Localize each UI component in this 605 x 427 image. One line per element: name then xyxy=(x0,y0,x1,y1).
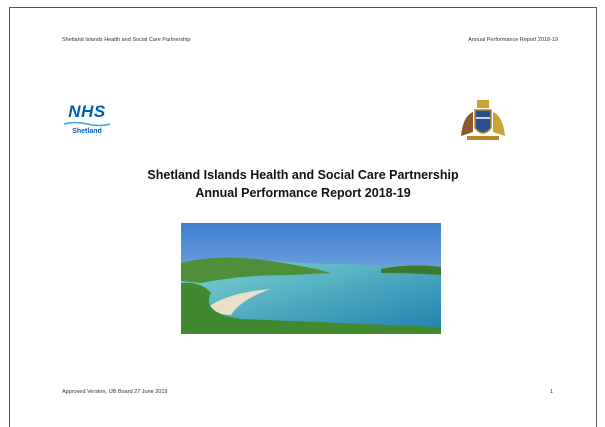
header-right: Annual Performance Report 2018-19 xyxy=(468,37,558,43)
logo-wave xyxy=(63,121,111,127)
page-number: 1 xyxy=(550,389,554,395)
landscape-photo xyxy=(181,223,441,334)
nhs-logo: NHS Shetland xyxy=(62,103,112,136)
nhs-logo-text: NHS xyxy=(68,102,106,121)
title-line: Annual Performance Report 2018-19 xyxy=(195,186,411,200)
footer-left: Approved Version, IJB Board 27 June 2019 xyxy=(62,389,168,395)
crest xyxy=(461,100,505,140)
title-line: Shetland Islands Health and Social Care … xyxy=(147,168,459,182)
header-left: Shetland Islands Health and Social Care … xyxy=(62,37,191,43)
page: Shetland Islands Health and Social Care … xyxy=(9,7,597,427)
nhs-logo-region: Shetland xyxy=(72,128,102,135)
